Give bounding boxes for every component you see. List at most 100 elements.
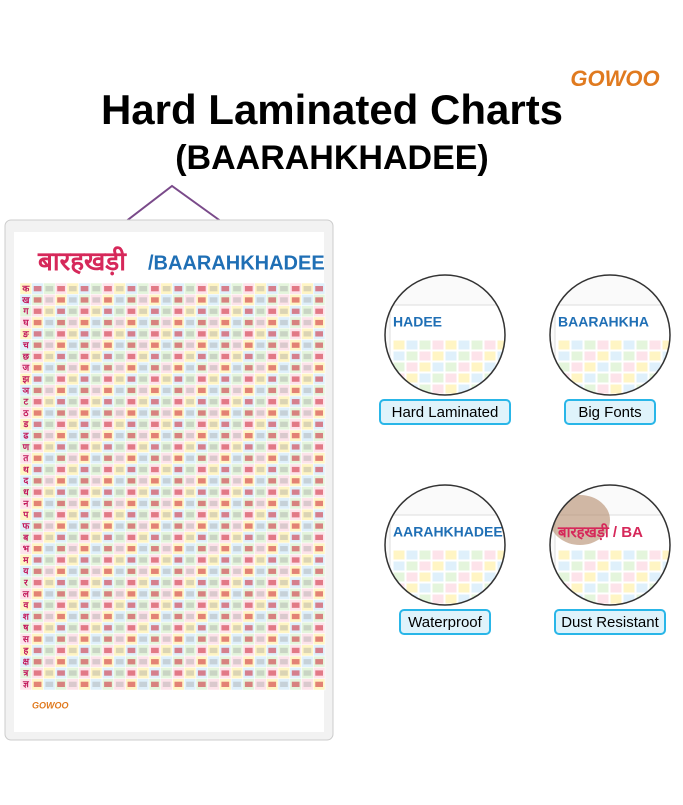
- cell-glyph: [256, 568, 265, 574]
- cell-glyph: [57, 365, 65, 371]
- cell-glyph: [197, 523, 206, 529]
- cell-glyph: [256, 523, 265, 529]
- cell-glyph: [92, 308, 101, 314]
- cell-glyph: [139, 636, 148, 642]
- cell-glyph: [291, 647, 300, 654]
- cell-glyph: [233, 579, 241, 586]
- cell-glyph: [174, 489, 183, 495]
- cell-glyph: [57, 353, 65, 360]
- cell-glyph: [104, 421, 112, 427]
- cell-glyph: [151, 331, 159, 337]
- cell-glyph: [33, 331, 42, 337]
- cell-glyph: [57, 625, 65, 631]
- row-letter: छ: [22, 351, 30, 361]
- cell-glyph: [162, 331, 171, 337]
- cell-glyph: [127, 579, 136, 586]
- row-letter: क्ष: [23, 657, 30, 667]
- cell-glyph: [221, 500, 230, 507]
- cell-glyph: [209, 399, 218, 405]
- cell-glyph: [221, 568, 230, 574]
- cell-glyph: [80, 670, 89, 676]
- cell-glyph: [315, 297, 323, 303]
- cell-glyph: [280, 523, 288, 529]
- cell-glyph: [33, 478, 42, 484]
- cell-glyph: [303, 557, 312, 563]
- cell-glyph: [197, 647, 206, 654]
- cell-glyph: [303, 512, 312, 518]
- cell-glyph: [209, 365, 218, 371]
- cell-glyph: [92, 659, 101, 665]
- cell-glyph: [233, 410, 241, 416]
- cell-glyph: [80, 410, 89, 416]
- cell-glyph: [162, 308, 171, 314]
- cell-glyph: [80, 342, 89, 348]
- inset-cell: [661, 582, 670, 594]
- cell-glyph: [139, 297, 148, 303]
- feature-label: Hard Laminated: [392, 404, 499, 421]
- cell-glyph: [186, 353, 194, 360]
- cell-glyph: [57, 534, 65, 541]
- cell-glyph: [303, 670, 312, 676]
- cell-glyph: [33, 489, 42, 495]
- cell-glyph: [104, 534, 112, 541]
- cell-glyph: [221, 613, 230, 620]
- cell-glyph: [151, 625, 159, 631]
- cell-glyph: [104, 399, 112, 405]
- cell-glyph: [209, 546, 218, 552]
- cell-glyph: [256, 376, 265, 382]
- cell-glyph: [209, 455, 218, 461]
- feature-label-bg: [564, 399, 656, 425]
- inset-cell: [405, 339, 419, 351]
- cell-glyph: [197, 659, 206, 665]
- cell-glyph: [45, 466, 54, 473]
- row-letter: ध: [23, 487, 29, 497]
- cell-glyph: [68, 636, 77, 642]
- inset-cell: [470, 560, 484, 572]
- cell-glyph: [221, 319, 230, 326]
- cell-glyph: [115, 489, 124, 495]
- cell-glyph: [291, 455, 300, 461]
- cell-glyph: [268, 297, 277, 303]
- cell-glyph: [256, 353, 265, 360]
- cell-glyph: [162, 670, 171, 676]
- subtitle: (BAARAHKHADEE): [175, 139, 489, 177]
- cell-glyph: [68, 613, 77, 620]
- cell-glyph: [268, 636, 277, 642]
- cell-glyph: [221, 591, 230, 597]
- cell-glyph: [68, 546, 77, 552]
- cell-glyph: [303, 613, 312, 620]
- inset-cell: [496, 582, 505, 594]
- cell-glyph: [233, 478, 241, 484]
- cell-glyph: [127, 399, 136, 405]
- cell-glyph: [280, 410, 288, 416]
- inset-cell: [496, 604, 505, 605]
- inset-cell: [483, 549, 497, 561]
- cell-glyph: [209, 376, 218, 382]
- cell-glyph: [104, 308, 112, 314]
- cell-glyph: [127, 546, 136, 552]
- cell-glyph: [57, 399, 65, 405]
- cell-glyph: [197, 478, 206, 484]
- cell-glyph: [291, 319, 300, 326]
- cell-glyph: [151, 681, 159, 687]
- cell-glyph: [45, 500, 54, 507]
- inset-cell: [444, 593, 458, 605]
- cell-glyph: [57, 410, 65, 416]
- cell-glyph: [104, 353, 112, 360]
- cell-glyph: [233, 365, 241, 371]
- cell-glyph: [244, 478, 253, 484]
- cell-glyph: [280, 512, 288, 518]
- cell-glyph: [268, 444, 277, 450]
- cell-glyph: [209, 489, 218, 495]
- cell-glyph: [233, 500, 241, 507]
- inset-cell: [596, 361, 610, 373]
- cell-glyph: [104, 410, 112, 416]
- cell-glyph: [115, 613, 124, 620]
- cell-glyph: [104, 670, 112, 676]
- cell-glyph: [104, 331, 112, 337]
- cell-glyph: [197, 319, 206, 326]
- cell-glyph: [174, 670, 183, 676]
- inset-cell: [648, 350, 662, 362]
- cell-glyph: [186, 613, 194, 620]
- cell-glyph: [80, 297, 89, 303]
